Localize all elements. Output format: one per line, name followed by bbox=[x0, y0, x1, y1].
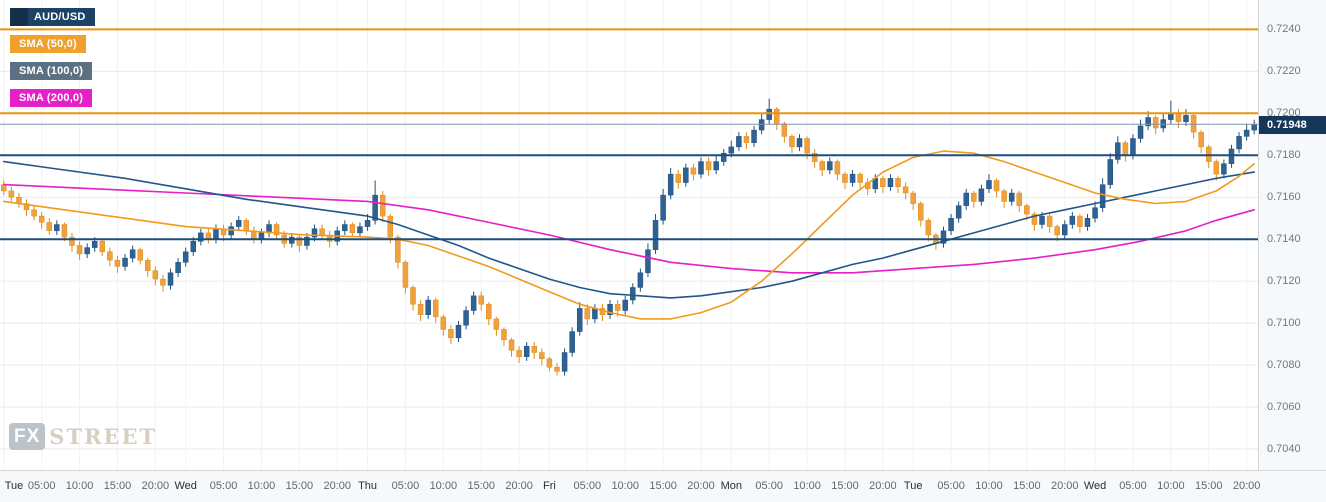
time-tick-label: 20:00 bbox=[687, 480, 715, 492]
time-tick-label: 05:00 bbox=[573, 480, 602, 492]
price-tick-label: 0.7060 bbox=[1267, 401, 1301, 414]
time-tick-label: Wed bbox=[174, 480, 197, 492]
price-axis[interactable]: 0.7240 0.7220 0.7200 0.7180 0.7160 0.7140 0.71… bbox=[1258, 0, 1326, 470]
time-tick-label: Tue bbox=[4, 480, 24, 492]
price-tick-label: 0.7160 bbox=[1267, 191, 1301, 204]
price-tick-label: 0.7100 bbox=[1267, 317, 1301, 330]
price-tick-label: 0.7080 bbox=[1267, 359, 1301, 372]
price-tick-label: 0.7180 bbox=[1267, 149, 1301, 162]
candlestick-series bbox=[1, 98, 1257, 376]
legend-sma-100[interactable]: SMA (100,0) bbox=[10, 62, 93, 80]
legend-instrument[interactable]: AUD/USD bbox=[10, 8, 95, 26]
legend-sma-50-label: SMA (50,0) bbox=[19, 38, 77, 50]
sma-line-2000 bbox=[2, 183, 1255, 274]
legend: AUD/USD SMA (50,0) SMA (100,0) SMA (200,… bbox=[10, 8, 95, 107]
legend-sma-100-label: SMA (100,0) bbox=[19, 65, 84, 77]
legend-sma-50[interactable]: SMA (50,0) bbox=[10, 35, 86, 53]
time-tick-label: Wed bbox=[1083, 480, 1107, 492]
time-tick-label: 15:00 bbox=[467, 480, 495, 492]
price-tick-label: 0.7220 bbox=[1267, 65, 1301, 78]
time-tick-label: 20:00 bbox=[869, 480, 897, 492]
sma-line-1000 bbox=[2, 160, 1255, 299]
price-tick-label: 0.7240 bbox=[1267, 23, 1301, 36]
time-tick-label: 10:00 bbox=[611, 480, 639, 492]
time-tick-label: 05:00 bbox=[755, 480, 783, 492]
time-tick-label: 20:00 bbox=[1050, 480, 1079, 492]
price-chart-canvas[interactable] bbox=[0, 0, 1258, 470]
time-tick-label: 15:00 bbox=[831, 480, 859, 492]
time-tick-label: 20:00 bbox=[323, 480, 351, 492]
time-tick-label: Mon bbox=[720, 480, 742, 492]
time-tick-label: 10:00 bbox=[975, 480, 1003, 492]
legend-sma-200-label: SMA (200,0) bbox=[19, 92, 84, 104]
time-tick-label: Fri bbox=[543, 480, 556, 492]
fxstreet-logo-street: STREET bbox=[49, 424, 158, 449]
time-tick-label: 05:00 bbox=[391, 480, 420, 492]
legend-instrument-label: AUD/USD bbox=[34, 11, 86, 23]
time-tick-label: 20:00 bbox=[141, 480, 170, 492]
time-tick-label: Thu bbox=[358, 480, 378, 492]
time-tick-label: 15:00 bbox=[1194, 480, 1223, 492]
time-tick-label: 15:00 bbox=[1013, 480, 1041, 492]
sma-line-500 bbox=[2, 150, 1255, 320]
instrument-icon bbox=[10, 8, 28, 26]
price-tick-label: 0.7040 bbox=[1267, 443, 1301, 456]
time-tick-label: 15:00 bbox=[649, 480, 677, 492]
price-tick-label: 0.7120 bbox=[1267, 275, 1301, 288]
time-tick-label: Tue bbox=[903, 480, 923, 492]
time-tick-label: 05:00 bbox=[209, 480, 238, 492]
gridlines bbox=[0, 0, 1258, 470]
time-tick-label: 05:00 bbox=[27, 480, 56, 492]
time-tick-label: 20:00 bbox=[1232, 480, 1261, 492]
time-tick-label: 20:00 bbox=[505, 480, 533, 492]
time-tick-label: 05:00 bbox=[1119, 480, 1147, 492]
legend-sma-200[interactable]: SMA (200,0) bbox=[10, 89, 93, 107]
horizontal-levels bbox=[0, 28, 1258, 241]
fxstreet-logo: FX STREET bbox=[9, 423, 157, 450]
plot-area[interactable] bbox=[0, 0, 1258, 470]
time-tick-label: 15:00 bbox=[285, 480, 314, 492]
last-price-badge: 0.71948 bbox=[1259, 116, 1326, 135]
fxstreet-logo-fx: FX bbox=[9, 423, 46, 450]
time-axis[interactable]: Tue 05:00 10:00 15:00 20:00 Wed 05:00 10:00 15:0… bbox=[0, 470, 1326, 502]
time-tick-label: 15:00 bbox=[103, 480, 132, 492]
time-tick-label: 10:00 bbox=[1157, 480, 1185, 492]
time-tick-label: 10:00 bbox=[65, 480, 94, 492]
time-tick-label: 10:00 bbox=[793, 480, 821, 492]
time-tick-label: 10:00 bbox=[247, 480, 276, 492]
price-tick-label: 0.7140 bbox=[1267, 233, 1301, 246]
time-tick-label: 10:00 bbox=[429, 480, 458, 492]
time-tick-label: 05:00 bbox=[937, 480, 965, 492]
